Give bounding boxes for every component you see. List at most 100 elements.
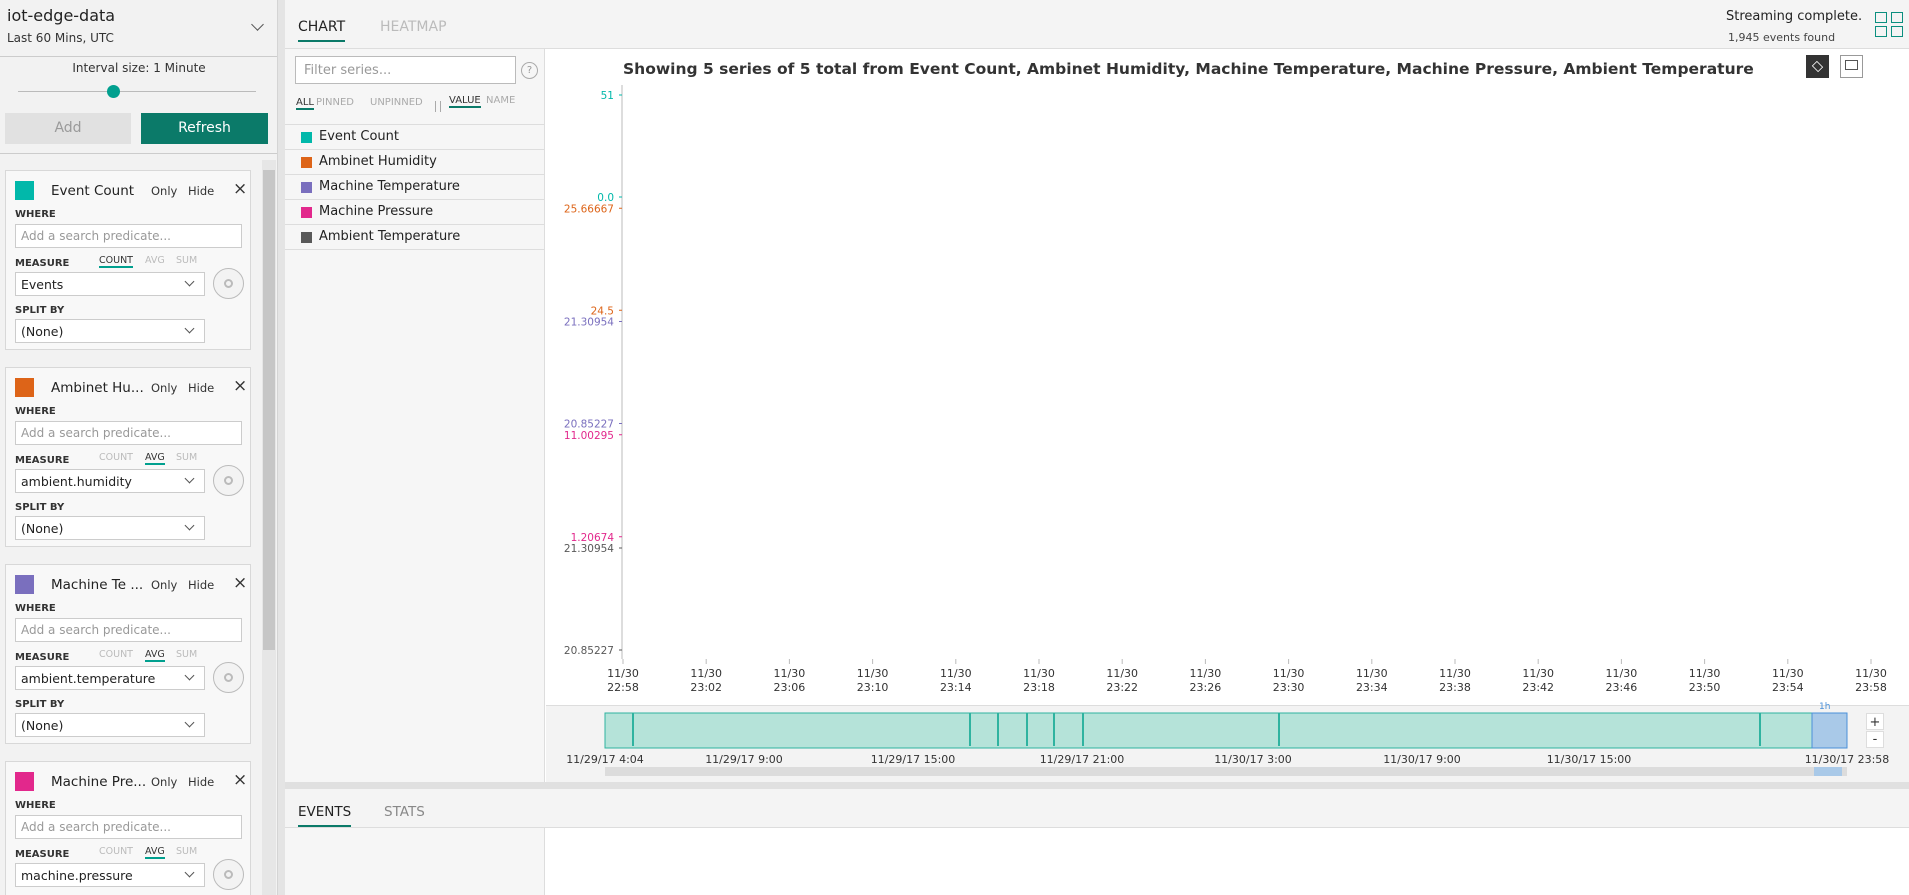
x-tick-label: 11/30 23:10 — [856, 667, 889, 694]
legend-swatch — [301, 207, 312, 218]
grid-icon-cell[interactable] — [1875, 26, 1887, 37]
predicate-input[interactable]: Add a search predicate... — [15, 224, 242, 248]
measure-select[interactable]: ambient.humidity — [15, 469, 205, 493]
series-swatch — [15, 181, 34, 200]
y-tick-label: 1.20674 — [571, 532, 615, 544]
grid-icon-cell[interactable] — [1891, 26, 1903, 37]
status-count: 1,945 events found — [1728, 31, 1836, 44]
select-arrow[interactable] — [184, 473, 195, 484]
series-filter[interactable]: UNPINNED — [370, 97, 423, 108]
hide-button[interactable]: Hide — [188, 381, 215, 395]
y-tick-label: 20.85227 — [564, 419, 614, 431]
tab-bar — [285, 0, 1909, 49]
tab[interactable]: HEATMAP — [380, 19, 447, 35]
select-arrow[interactable] — [184, 276, 195, 287]
help-icon[interactable]: ? — [521, 62, 538, 79]
select-arrow[interactable] — [184, 670, 195, 681]
sidebar: iot-edge-data Last 60 Mins, UTC Interval s… — [0, 0, 278, 895]
refresh-button[interactable]: Refresh — [141, 113, 268, 144]
legend-label: Ambient Temperature — [319, 229, 461, 244]
measure-option[interactable]: COUNT — [99, 255, 133, 268]
sort-icon — [435, 101, 436, 112]
env-dropdown[interactable] — [251, 18, 264, 31]
x-tick-label: 11/30 23:54 — [1771, 667, 1804, 694]
only-button[interactable]: Only — [151, 578, 178, 592]
close-button[interactable]: × — [233, 770, 248, 790]
only-button[interactable]: Only — [151, 184, 178, 198]
predicate-placeholder: Add a search predicate... — [21, 229, 171, 243]
hide-button[interactable]: Hide — [188, 578, 215, 592]
split-select[interactable]: (None) — [15, 319, 205, 343]
legend-label: Ambinet Humidity — [319, 154, 437, 169]
x-tick-label: 11/30 23:42 — [1522, 667, 1555, 694]
timeline-label: 11/30/17 9:00 — [1383, 753, 1461, 766]
only-button[interactable]: Only — [151, 775, 178, 789]
chart-icon-layers[interactable] — [1806, 55, 1829, 78]
measure-select[interactable]: ambient.temperature — [15, 666, 205, 690]
select-arrow[interactable] — [184, 520, 195, 531]
only-button[interactable]: Only — [151, 381, 178, 395]
legend-row[interactable]: Event Count — [285, 125, 545, 150]
chart-icon-comment-inner — [1845, 60, 1858, 70]
series-sort[interactable]: VALUE — [449, 95, 481, 108]
measure-option[interactable]: AVG — [145, 649, 165, 662]
hide-button[interactable]: Hide — [188, 775, 215, 789]
zoom-in[interactable]: + — [1866, 713, 1884, 730]
close-button[interactable]: × — [233, 376, 248, 396]
env-title: iot-edge-data — [7, 6, 116, 25]
close-button[interactable]: × — [233, 179, 248, 199]
divider — [0, 153, 277, 154]
measure-value: ambient.temperature — [21, 671, 156, 686]
add-button[interactable]: Add — [5, 113, 131, 144]
series-filter[interactable]: ALL — [296, 97, 314, 110]
measure-option[interactable]: COUNT — [99, 649, 133, 660]
legend-row[interactable]: Ambinet Humidity — [285, 150, 545, 175]
predicate-placeholder: Add a search predicate... — [21, 820, 171, 834]
select-arrow[interactable] — [184, 867, 195, 878]
measure-option[interactable]: COUNT — [99, 452, 133, 463]
measure-option[interactable]: SUM — [176, 452, 198, 463]
measure-option[interactable]: AVG — [145, 255, 165, 266]
measure-option[interactable]: AVG — [145, 452, 165, 465]
bottom-tab[interactable]: EVENTS — [298, 804, 352, 827]
split-select[interactable]: (None) — [15, 516, 205, 540]
measure-option[interactable]: SUM — [176, 846, 198, 857]
measure-select[interactable]: machine.pressure — [15, 863, 205, 887]
series-filter[interactable]: PINNED — [316, 97, 354, 108]
tab[interactable]: CHART — [298, 19, 346, 42]
filter-input[interactable]: Filter series... — [295, 56, 516, 84]
measure-option[interactable]: SUM — [176, 255, 198, 266]
legend-row[interactable]: Machine Temperature — [285, 175, 545, 200]
sort-icon — [440, 101, 441, 112]
measure-select[interactable]: Events — [15, 272, 205, 296]
slider-knob[interactable] — [107, 85, 120, 98]
predicate-input[interactable]: Add a search predicate... — [15, 421, 242, 445]
brush-bg — [546, 705, 1909, 782]
close-button[interactable]: × — [233, 573, 248, 593]
y-tick-label: 0.0 — [597, 192, 614, 204]
grid-icon-cell[interactable] — [1891, 12, 1903, 23]
scroll-thumb[interactable] — [263, 170, 275, 650]
predicate-input[interactable]: Add a search predicate... — [15, 618, 242, 642]
timeline-label: 11/29/17 15:00 — [870, 753, 956, 766]
settings-inner — [224, 673, 233, 682]
grid-icon-cell[interactable] — [1875, 12, 1887, 23]
split-select[interactable]: (None) — [15, 713, 205, 737]
y-tick-label: 25.66667 — [564, 203, 614, 215]
legend-row[interactable]: Machine Pressure — [285, 200, 545, 225]
select-arrow[interactable] — [184, 717, 195, 728]
select-arrow[interactable] — [184, 323, 195, 334]
x-tick-label: 11/30 23:46 — [1605, 667, 1638, 694]
bottom-tab[interactable]: STATS — [384, 804, 425, 820]
predicate-input[interactable]: Add a search predicate... — [15, 815, 242, 839]
measure-option[interactable]: SUM — [176, 649, 198, 660]
series-sort[interactable]: NAME — [486, 95, 516, 106]
zoom-out[interactable]: - — [1866, 731, 1884, 748]
x-tick-label: 11/30 23:34 — [1355, 667, 1388, 694]
measure-option[interactable]: COUNT — [99, 846, 133, 857]
hide-button[interactable]: Hide — [188, 184, 215, 198]
legend-row[interactable]: Ambient Temperature — [285, 225, 545, 250]
legend-label: Machine Temperature — [319, 179, 460, 194]
legend-swatch — [301, 157, 312, 168]
measure-option[interactable]: AVG — [145, 846, 165, 859]
